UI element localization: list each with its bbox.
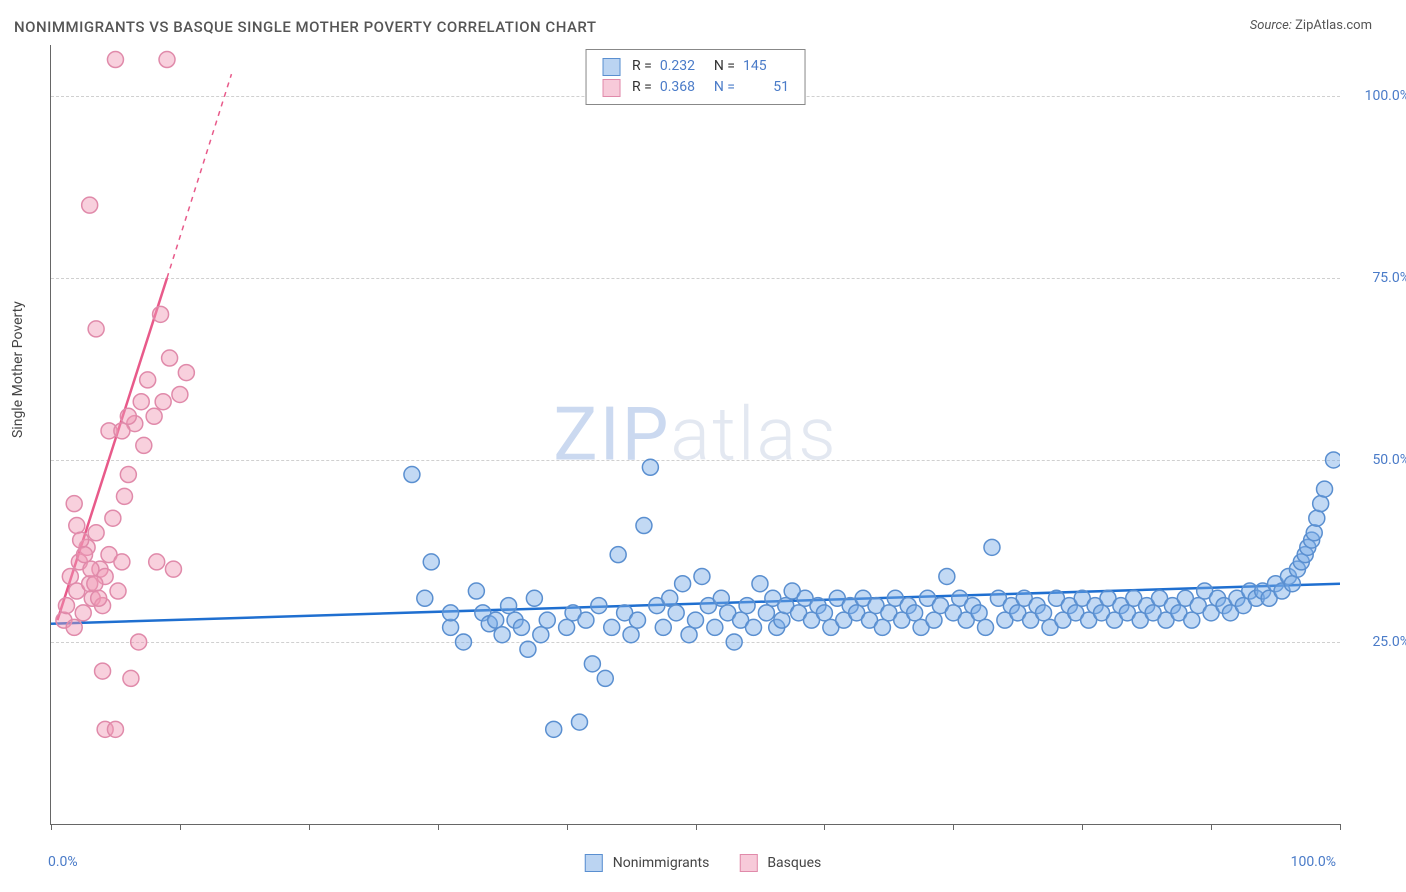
correlation-legend: R = 0.232 N = 145 R = 0.368 N = 51	[585, 49, 806, 105]
y-tick-label: 50.0%	[1372, 452, 1406, 468]
swatch-blue-icon	[602, 58, 620, 76]
x-tick	[824, 824, 825, 830]
legend-item-nonimmigrants: Nonimmigrants	[585, 854, 710, 872]
x-tick	[309, 824, 310, 830]
x-tick	[51, 824, 52, 830]
legend-row-basques: R = 0.368 N = 51	[602, 77, 789, 98]
legend-label: Basques	[767, 855, 821, 871]
x-axis-min-label: 0.0%	[48, 854, 78, 870]
y-tick-label: 75.0%	[1372, 270, 1406, 286]
n-label: N =	[714, 56, 735, 77]
x-tick	[696, 824, 697, 830]
chart-title: NONIMMIGRANTS VS BASQUE SINGLE MOTHER PO…	[14, 18, 597, 36]
scatter-svg	[51, 45, 1340, 824]
swatch-pink-icon	[602, 79, 620, 97]
source-label: Source:	[1250, 18, 1292, 33]
n-value-nonimmigrants: 145	[743, 56, 789, 77]
n-value-basques: 51	[743, 77, 789, 98]
r-label: R =	[632, 77, 652, 98]
x-tick	[1082, 824, 1083, 830]
y-tick-label: 100.0%	[1365, 88, 1406, 104]
legend-label: Nonimmigrants	[613, 855, 710, 871]
legend-row-nonimmigrants: R = 0.232 N = 145	[602, 56, 789, 77]
x-tick	[953, 824, 954, 830]
series-legend: Nonimmigrants Basques	[585, 854, 821, 872]
x-tick	[438, 824, 439, 830]
x-tick	[180, 824, 181, 830]
n-label: N =	[714, 77, 735, 98]
y-tick-label: 25.0%	[1372, 634, 1406, 650]
source-name: ZipAtlas.com	[1295, 18, 1372, 33]
swatch-pink-icon	[739, 854, 757, 872]
x-tick	[1340, 824, 1341, 830]
x-tick	[567, 824, 568, 830]
y-axis-label: Single Mother Poverty	[10, 301, 26, 438]
x-tick	[1211, 824, 1212, 830]
source-attribution: Source: ZipAtlas.com	[1250, 18, 1372, 33]
swatch-blue-icon	[585, 854, 603, 872]
x-axis-max-label: 100.0%	[1291, 854, 1336, 870]
plot-area: ZIPatlas R = 0.232 N = 145 R = 0.368 N =…	[50, 45, 1340, 825]
legend-item-basques: Basques	[739, 854, 821, 872]
r-value-basques: 0.368	[660, 77, 706, 98]
r-value-nonimmigrants: 0.232	[660, 56, 706, 77]
r-label: R =	[632, 56, 652, 77]
